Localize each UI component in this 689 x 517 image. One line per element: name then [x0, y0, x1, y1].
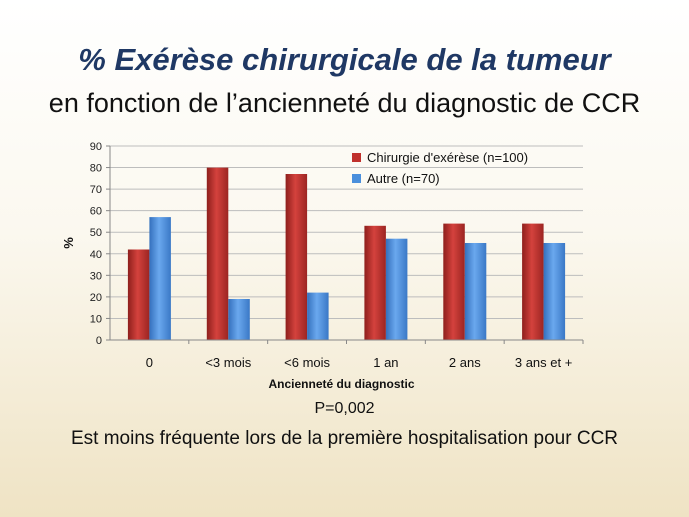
y-tick-label: 40 — [90, 249, 102, 261]
p-value: P=0,002 — [314, 400, 375, 417]
bar-chirurgie — [364, 225, 386, 340]
legend-swatch — [352, 174, 361, 183]
x-tick-label: <3 mois — [205, 355, 251, 370]
x-tick-label: <6 mois — [284, 355, 330, 370]
legend-label: Chirurgie d'exérèse (n=100) — [367, 150, 528, 165]
bars — [127, 167, 566, 340]
bar-autre — [149, 217, 171, 340]
bar-autre — [228, 299, 250, 340]
bar-chirurgie — [206, 167, 229, 340]
y-axis-ticks: 0 10 20 30 40 50 60 70 80 90 — [90, 141, 110, 347]
bar-chirurgie — [443, 223, 465, 340]
y-tick-label: 90 — [90, 141, 102, 153]
bar-autre — [307, 292, 329, 340]
y-tick-label: 50 — [90, 227, 102, 239]
bar-chirurgie — [522, 223, 544, 340]
bar-autre — [464, 243, 487, 340]
slide-title: % Exérèse chirurgicale de la tumeur — [78, 42, 611, 77]
bar-chirurgie — [127, 249, 150, 340]
bar-autre — [385, 238, 408, 340]
conclusion-note: Est moins fréquente lors de la première … — [70, 428, 619, 449]
y-tick-label: 60 — [90, 206, 102, 218]
legend-label: Autre (n=70) — [367, 171, 440, 186]
bar-chirurgie — [285, 174, 308, 340]
x-tick-label: 2 ans — [449, 355, 481, 370]
slide-subtitle: en fonction de l’ancienneté du diagnosti… — [48, 88, 641, 118]
x-tick-label: 1 an — [373, 355, 398, 370]
gridlines — [110, 145, 583, 319]
y-tick-label: 30 — [90, 270, 102, 282]
x-tick-label: 0 — [146, 355, 153, 370]
x-tick-label: 3 ans et + — [515, 355, 572, 370]
x-axis-ticks: 0 <3 mois <6 mois 1 an 2 ans 3 ans et + — [146, 340, 584, 370]
bar-autre — [543, 243, 566, 340]
x-axis-label: Ancienneté du diagnostic — [268, 377, 414, 391]
legend: Chirurgie d'exérèse (n=100) Autre (n=70) — [352, 150, 528, 186]
legend-swatch — [352, 153, 361, 162]
y-tick-label: 10 — [90, 313, 102, 325]
bar-chart: 0 10 20 30 40 50 60 70 80 90 0 <3 mois <6 mois 1 an 2… — [61, 141, 584, 391]
y-tick-label: 80 — [90, 163, 102, 175]
y-tick-label: 20 — [90, 292, 102, 304]
y-tick-label: 70 — [90, 184, 102, 196]
y-tick-label: 0 — [96, 335, 102, 347]
y-axis-label: % — [61, 237, 76, 249]
